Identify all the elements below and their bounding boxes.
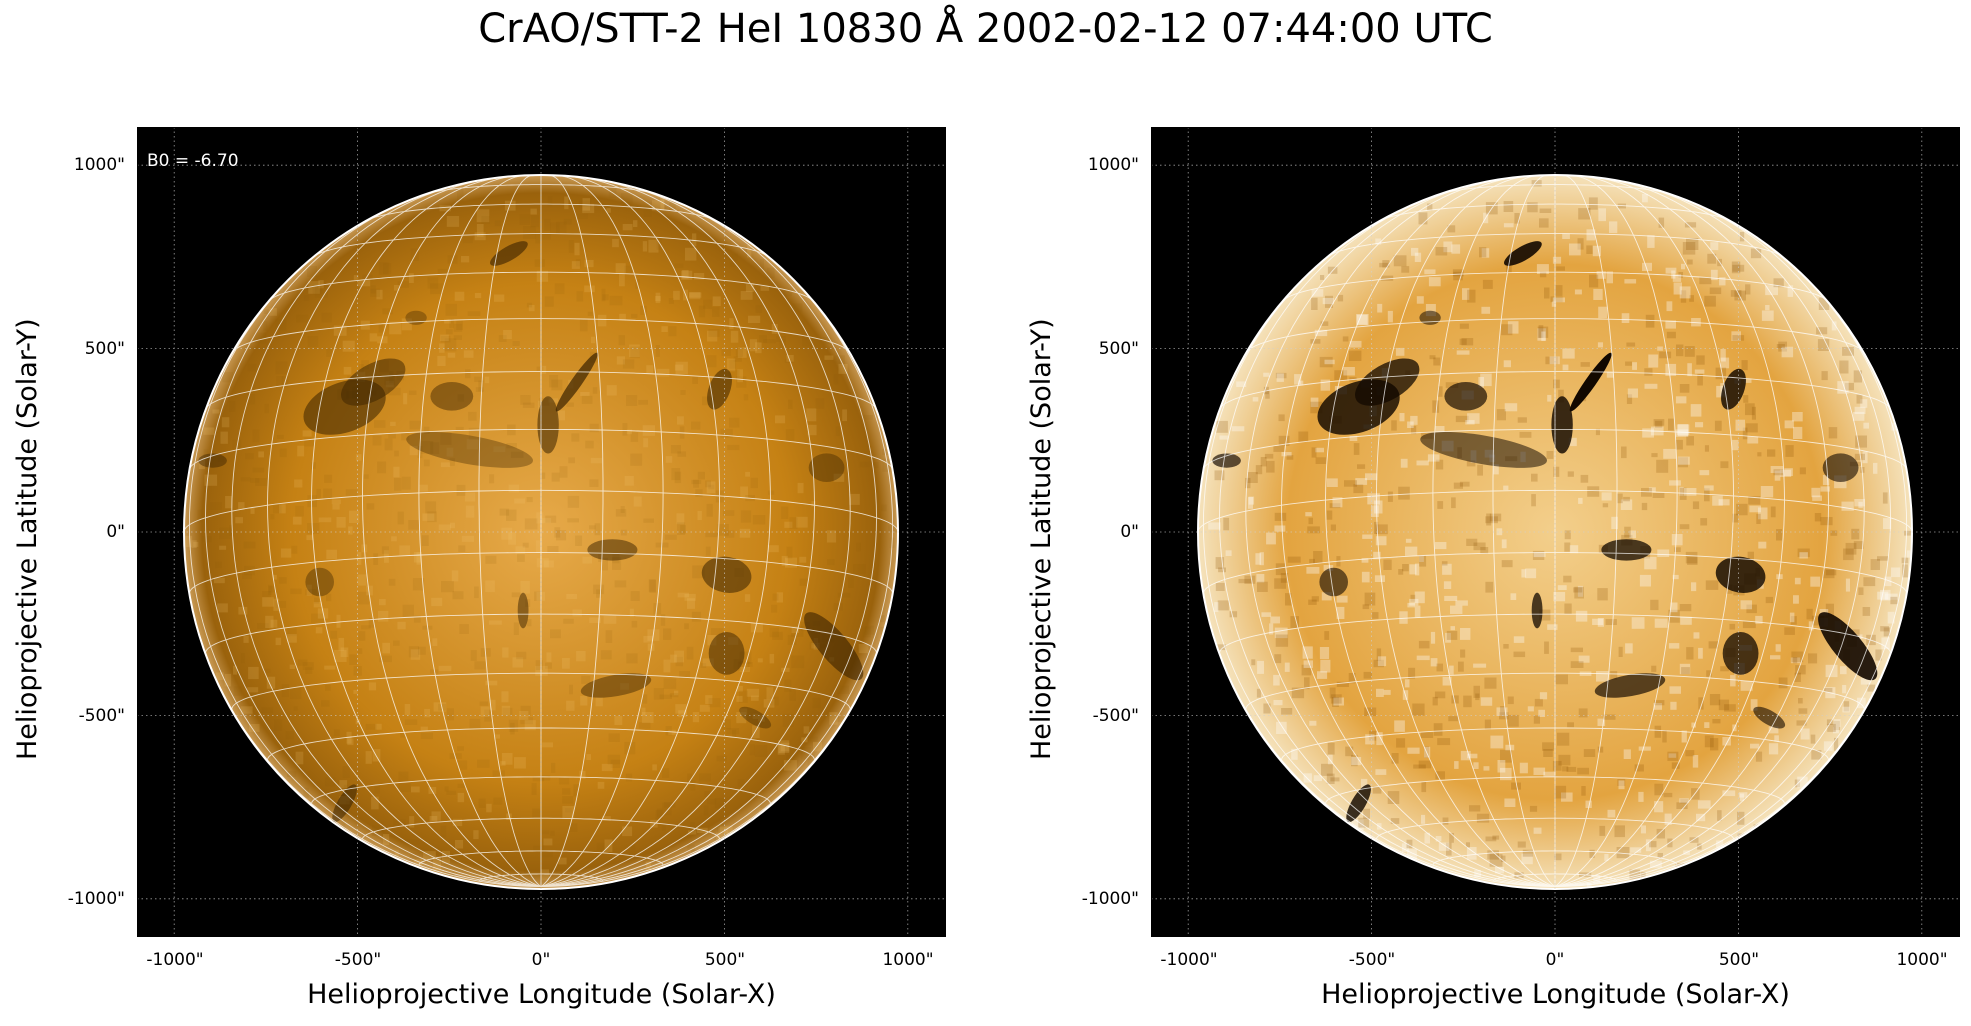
y-tick-label: 500" (1098, 339, 1139, 359)
x-axis-label-left: Helioprojective Longitude (Solar-X) (307, 979, 776, 1010)
x-tick-label: 1000" (882, 950, 934, 970)
x-tick-label: 0" (1545, 950, 1565, 970)
x-tick-label: 500" (1718, 950, 1760, 970)
x-tick-label: 500" (704, 950, 746, 970)
y-tick-label: -500" (78, 706, 125, 726)
x-tick-label: -500" (334, 950, 382, 970)
x-tick-label: -1000" (1160, 950, 1218, 970)
solar-image-right (1151, 127, 1960, 937)
y-tick-label: 1000" (73, 155, 125, 175)
x-tick-label: 1000" (1896, 950, 1948, 970)
y-tick-label: 0" (1120, 522, 1139, 542)
y-tick-label: 500" (84, 339, 125, 359)
x-tick-label: -1000" (146, 950, 204, 970)
y-tick-label: 1000" (1087, 155, 1139, 175)
y-tick-label: -500" (1092, 706, 1139, 726)
b0-annotation: B0 = -6.70 (147, 151, 239, 171)
y-tick-label: 0" (106, 522, 125, 542)
figure-title: CrAO/STT-2 HeI 10830 Å 2002-02-12 07:44:… (478, 6, 1493, 52)
x-axis-label-right: Helioprojective Longitude (Solar-X) (1321, 979, 1790, 1010)
y-tick-label: -1000" (67, 889, 125, 909)
solar-image-left (137, 127, 946, 937)
x-tick-label: -500" (1348, 950, 1396, 970)
y-tick-label: -1000" (1081, 889, 1139, 909)
x-tick-label: 0" (531, 950, 551, 970)
